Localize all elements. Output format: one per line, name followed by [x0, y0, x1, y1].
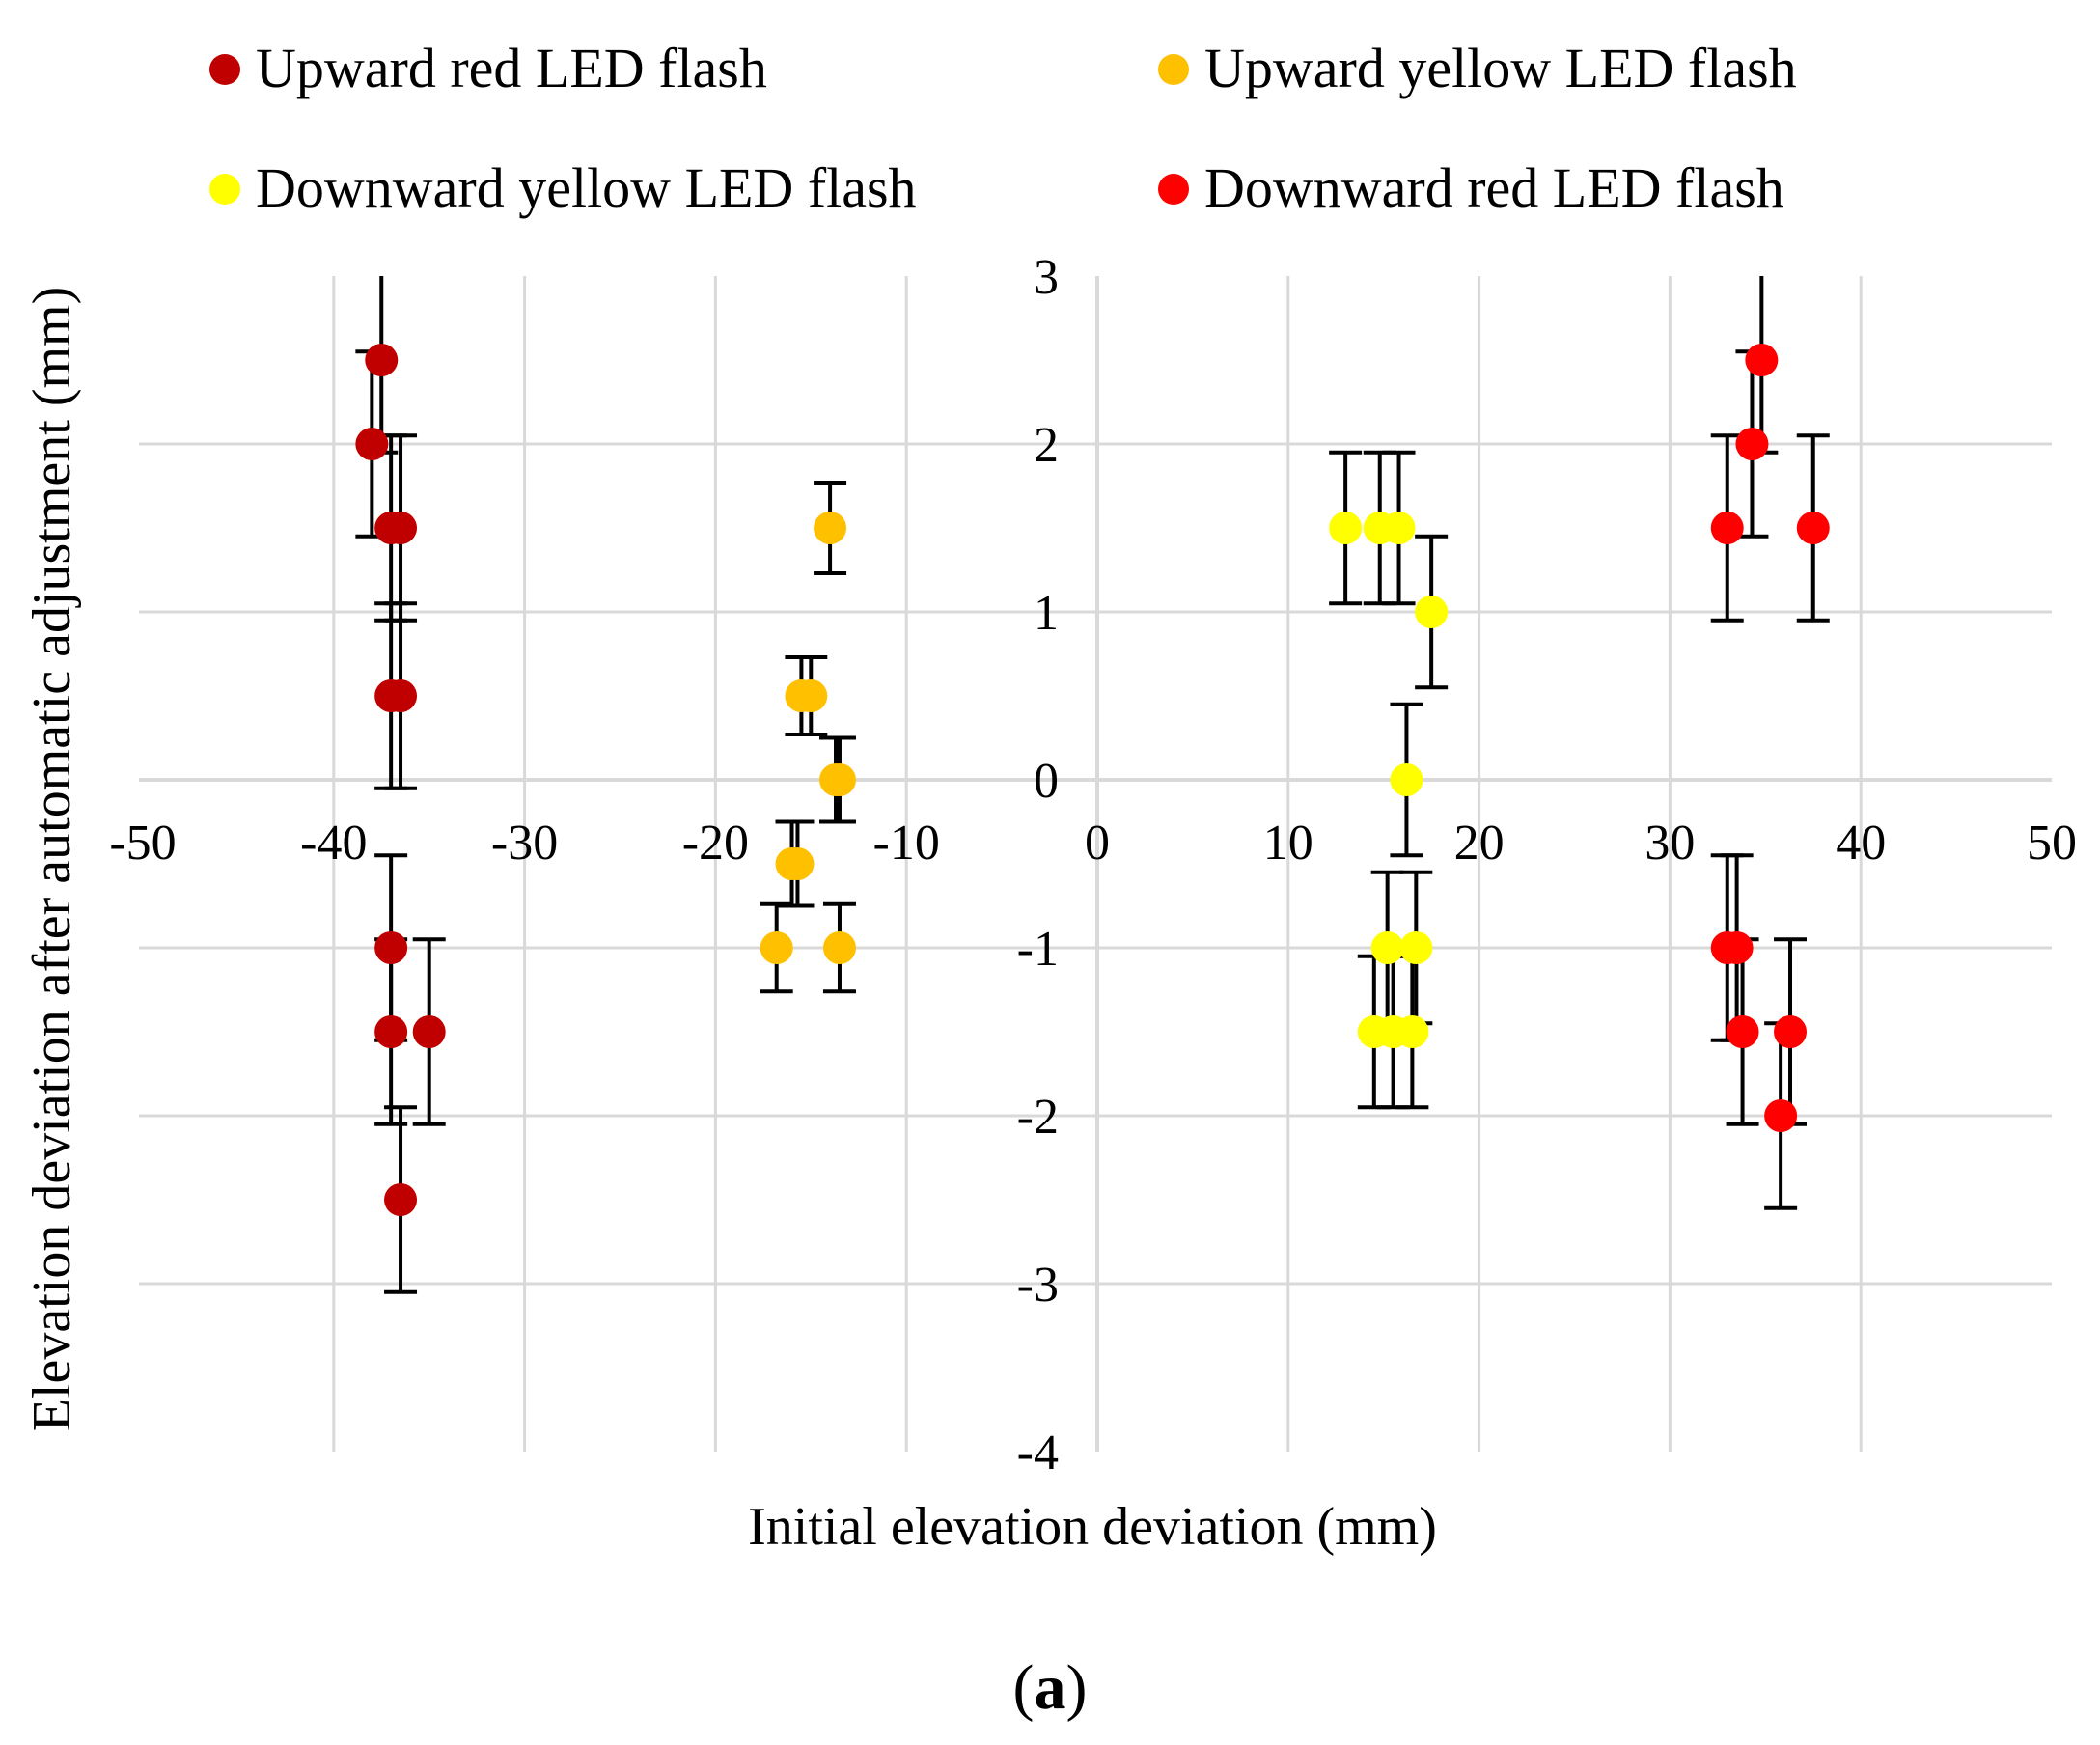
data-point: [822, 931, 856, 964]
y-tick-label: 0: [1034, 754, 1059, 809]
y-axis-title: Elevation deviation after automatic adju…: [22, 287, 82, 1432]
legend-item: Downward red LED flash: [1158, 156, 1784, 219]
legend-label: Upward yellow LED flash: [1204, 37, 1797, 99]
legend-label: Downward yellow LED flash: [256, 156, 917, 219]
y-tick-label: -2: [1017, 1090, 1059, 1145]
data-points: [355, 344, 1830, 1216]
data-point: [814, 512, 847, 544]
data-point: [374, 931, 408, 964]
y-tick-label: -4: [1017, 1426, 1059, 1481]
data-point: [819, 763, 853, 796]
legend-marker: [1158, 174, 1189, 205]
data-point: [1395, 1015, 1429, 1048]
data-point: [1774, 1015, 1808, 1048]
data-point: [1764, 1099, 1798, 1132]
x-tick-label: -20: [682, 816, 749, 871]
y-tick-label: 2: [1034, 418, 1059, 473]
data-point: [365, 344, 399, 376]
data-point: [1399, 931, 1433, 964]
data-point: [384, 679, 418, 712]
x-tick-label: -50: [109, 816, 176, 871]
data-point: [1370, 931, 1404, 964]
legend-label: Upward red LED flash: [256, 37, 767, 99]
data-point: [781, 847, 815, 880]
legend-marker: [209, 54, 240, 85]
legend-marker: [209, 174, 240, 205]
data-point: [1382, 512, 1416, 544]
x-tick-label: 20: [1454, 816, 1505, 871]
legend-item: Downward yellow LED flash: [209, 156, 917, 219]
data-point: [1726, 1015, 1759, 1048]
figure-caption: (a): [1013, 1652, 1088, 1723]
y-tick-label: 1: [1034, 586, 1059, 641]
x-tick-label: 0: [1085, 816, 1110, 871]
legend-item: Upward yellow LED flash: [1158, 37, 1797, 99]
data-point: [412, 1015, 446, 1048]
data-point: [760, 931, 793, 964]
y-tick-label: -1: [1017, 922, 1059, 977]
data-point: [794, 679, 828, 712]
legend-label: Downward red LED flash: [1204, 156, 1784, 219]
legend-marker: [1158, 54, 1189, 85]
y-tick-label: -3: [1017, 1258, 1059, 1313]
x-tick-label: 30: [1644, 816, 1695, 871]
data-point: [1710, 512, 1744, 544]
data-point: [384, 1183, 418, 1216]
x-tick-label: -10: [873, 816, 940, 871]
data-point: [355, 428, 389, 460]
x-tick-label: -40: [300, 816, 367, 871]
error-bars: [355, 276, 1830, 1294]
data-point: [1720, 931, 1754, 964]
data-point: [1415, 596, 1449, 628]
x-tick-label: 10: [1263, 816, 1313, 871]
x-tick-label: 40: [1836, 816, 1886, 871]
legend-item: Upward red LED flash: [209, 37, 767, 99]
data-point: [1329, 512, 1363, 544]
data-point: [384, 512, 418, 544]
x-tick-label: -30: [491, 816, 558, 871]
data-point: [1796, 512, 1830, 544]
axes: [139, 276, 2052, 1452]
data-point: [1745, 344, 1779, 376]
x-tick-label: 50: [2027, 816, 2077, 871]
legend: Upward red LED flash Upward yellow LED fl…: [209, 37, 1797, 219]
y-tick-label: 3: [1034, 250, 1059, 305]
data-point: [1390, 763, 1423, 796]
data-point: [374, 1015, 408, 1048]
x-axis-title: Initial elevation deviation (mm): [748, 1497, 1437, 1557]
data-point: [1735, 428, 1769, 460]
